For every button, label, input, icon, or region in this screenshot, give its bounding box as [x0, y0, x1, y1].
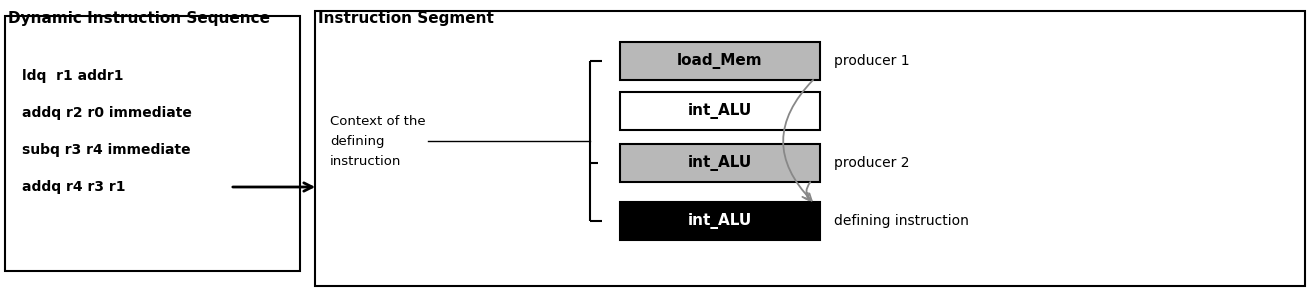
Text: addq r4 r3 r1: addq r4 r3 r1 [22, 180, 126, 194]
Text: producer 2: producer 2 [834, 156, 909, 170]
Text: defining instruction: defining instruction [834, 214, 968, 228]
Text: ldq  r1 addr1: ldq r1 addr1 [22, 69, 124, 83]
Text: instruction: instruction [330, 155, 401, 168]
FancyBboxPatch shape [315, 11, 1305, 286]
Text: Instruction Segment: Instruction Segment [318, 11, 494, 26]
FancyBboxPatch shape [620, 92, 820, 130]
Text: int_ALU: int_ALU [687, 155, 752, 171]
Text: Context of the: Context of the [330, 115, 426, 128]
Text: Dynamic Instruction Sequence: Dynamic Instruction Sequence [8, 11, 269, 26]
Text: producer 1: producer 1 [834, 54, 909, 68]
FancyBboxPatch shape [620, 144, 820, 182]
Text: load_Mem: load_Mem [677, 53, 763, 69]
FancyBboxPatch shape [5, 16, 300, 271]
Text: int_ALU: int_ALU [687, 213, 752, 229]
FancyBboxPatch shape [620, 202, 820, 240]
Text: subq r3 r4 immediate: subq r3 r4 immediate [22, 143, 191, 157]
Text: int_ALU: int_ALU [687, 103, 752, 119]
Text: addq r2 r0 immediate: addq r2 r0 immediate [22, 106, 192, 120]
Text: defining: defining [330, 134, 385, 147]
FancyBboxPatch shape [620, 42, 820, 80]
